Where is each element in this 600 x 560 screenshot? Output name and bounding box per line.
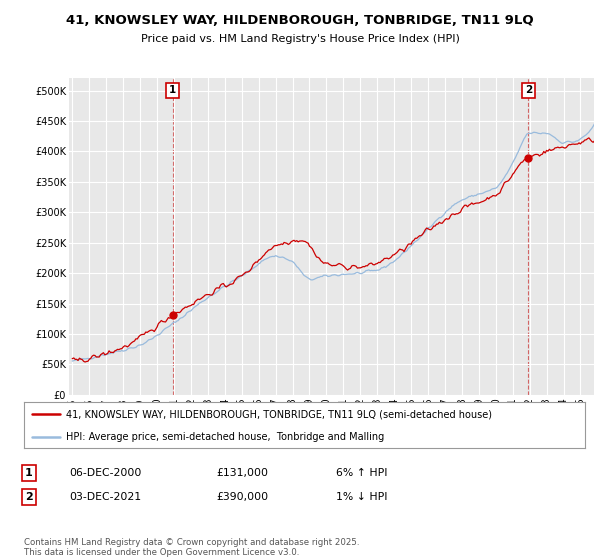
Text: 1: 1 xyxy=(25,468,32,478)
Text: 1% ↓ HPI: 1% ↓ HPI xyxy=(336,492,388,502)
Text: 6% ↑ HPI: 6% ↑ HPI xyxy=(336,468,388,478)
Text: 2: 2 xyxy=(25,492,32,502)
Text: 41, KNOWSLEY WAY, HILDENBOROUGH, TONBRIDGE, TN11 9LQ: 41, KNOWSLEY WAY, HILDENBOROUGH, TONBRID… xyxy=(66,14,534,27)
Text: £390,000: £390,000 xyxy=(216,492,268,502)
Text: £131,000: £131,000 xyxy=(216,468,268,478)
Text: 41, KNOWSLEY WAY, HILDENBOROUGH, TONBRIDGE, TN11 9LQ (semi-detached house): 41, KNOWSLEY WAY, HILDENBOROUGH, TONBRID… xyxy=(66,409,492,419)
Text: 03-DEC-2021: 03-DEC-2021 xyxy=(69,492,141,502)
Text: Price paid vs. HM Land Registry's House Price Index (HPI): Price paid vs. HM Land Registry's House … xyxy=(140,34,460,44)
Text: 1: 1 xyxy=(169,85,176,95)
Text: HPI: Average price, semi-detached house,  Tonbridge and Malling: HPI: Average price, semi-detached house,… xyxy=(66,432,385,441)
Text: 2: 2 xyxy=(524,85,532,95)
Text: 06-DEC-2000: 06-DEC-2000 xyxy=(69,468,142,478)
Text: Contains HM Land Registry data © Crown copyright and database right 2025.
This d: Contains HM Land Registry data © Crown c… xyxy=(24,538,359,557)
